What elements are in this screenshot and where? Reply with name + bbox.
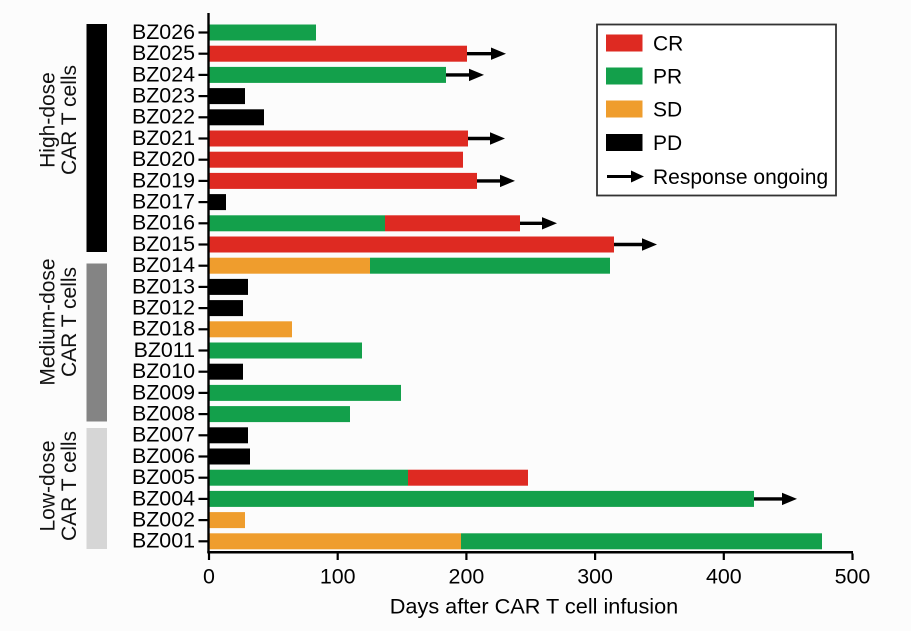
svg-text:BZ025: BZ025	[132, 41, 195, 65]
svg-text:High-dose: High-dose	[37, 72, 60, 168]
svg-text:BZ026: BZ026	[132, 20, 195, 44]
svg-text:BZ008: BZ008	[132, 402, 195, 426]
svg-text:BZ022: BZ022	[132, 105, 195, 129]
svg-text:BZ005: BZ005	[132, 465, 195, 489]
svg-text:SD: SD	[653, 98, 682, 121]
svg-text:Response ongoing: Response ongoing	[653, 166, 828, 189]
svg-text:BZ013: BZ013	[132, 274, 195, 298]
svg-text:BZ020: BZ020	[132, 147, 195, 171]
svg-text:BZ012: BZ012	[132, 296, 195, 320]
svg-text:BZ011: BZ011	[134, 338, 195, 362]
svg-text:BZ024: BZ024	[132, 62, 195, 86]
svg-text:CAR T cells: CAR T cells	[58, 431, 81, 541]
svg-text:BZ014: BZ014	[132, 253, 195, 277]
svg-text:0: 0	[203, 565, 215, 589]
svg-text:BZ010: BZ010	[132, 359, 195, 383]
svg-text:BZ007: BZ007	[132, 423, 195, 447]
svg-text:Medium-dose: Medium-dose	[37, 258, 60, 385]
svg-text:CAR T cells: CAR T cells	[58, 267, 81, 377]
svg-text:Days after CAR T cell infusion: Days after CAR T cell infusion	[390, 594, 678, 619]
svg-text:CR: CR	[653, 32, 683, 55]
svg-text:400: 400	[706, 565, 742, 589]
svg-text:500: 500	[835, 565, 871, 589]
svg-text:PD: PD	[653, 132, 682, 155]
svg-text:BZ019: BZ019	[132, 168, 195, 192]
svg-text:BZ009: BZ009	[132, 380, 195, 404]
svg-text:BZ006: BZ006	[132, 444, 195, 468]
svg-text:BZ001: BZ001	[132, 529, 195, 553]
svg-text:BZ004: BZ004	[132, 486, 195, 510]
svg-text:BZ023: BZ023	[132, 84, 195, 108]
svg-text:BZ015: BZ015	[132, 232, 195, 256]
svg-text:BZ017: BZ017	[132, 190, 195, 214]
svg-text:CAR T cells: CAR T cells	[58, 65, 81, 175]
svg-text:300: 300	[577, 565, 613, 589]
svg-text:Low-dose: Low-dose	[37, 440, 60, 531]
svg-text:BZ002: BZ002	[132, 508, 195, 532]
svg-text:100: 100	[320, 565, 356, 589]
svg-text:BZ018: BZ018	[132, 317, 195, 341]
svg-text:200: 200	[449, 565, 485, 589]
svg-text:BZ021: BZ021	[132, 126, 195, 150]
svg-text:BZ016: BZ016	[132, 211, 195, 235]
svg-text:PR: PR	[653, 65, 682, 88]
